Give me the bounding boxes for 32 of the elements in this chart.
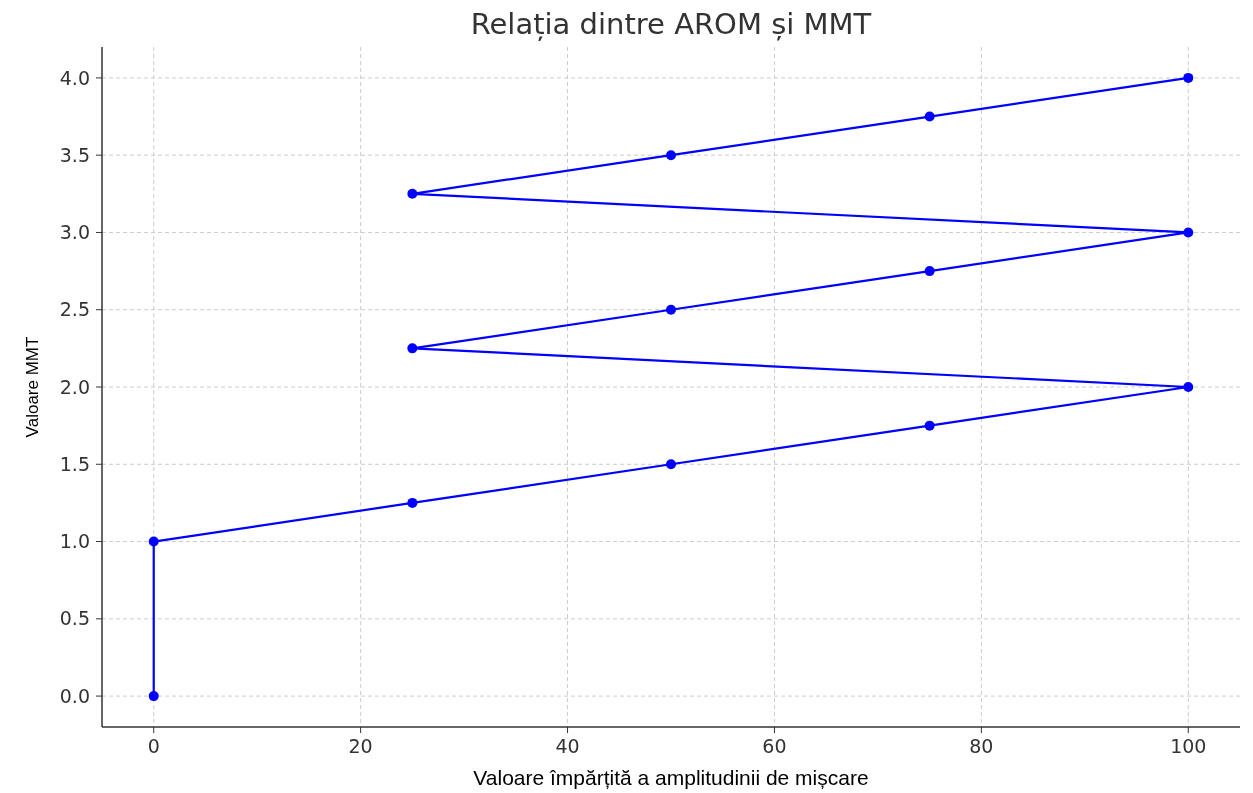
point — [924, 420, 935, 431]
x-tick-label: 20 — [348, 735, 373, 757]
point — [924, 266, 935, 277]
point — [1183, 72, 1194, 83]
x-tick-label: 80 — [969, 735, 994, 757]
y-tick-label: 0.0 — [59, 684, 90, 707]
x-axis-title: Valoare împărțită a amplitudinii de mișcare — [473, 766, 869, 789]
point — [666, 304, 676, 315]
x-tick-label: 0 — [147, 735, 160, 757]
chart-title: Relația dintre AROM și MMT — [470, 7, 872, 41]
x-tick-label: 100 — [1170, 735, 1207, 757]
point — [407, 188, 418, 199]
point — [148, 536, 159, 547]
y-tick-label: 3.0 — [59, 221, 90, 244]
y-tick-label: 2.0 — [59, 375, 90, 398]
y-tick-label: 4.0 — [59, 66, 90, 89]
point — [407, 497, 418, 508]
y-tick-label: 2.5 — [59, 298, 90, 321]
point — [1183, 227, 1194, 238]
y-axis-title: Valoare MMT — [23, 336, 42, 438]
point — [407, 343, 418, 354]
point — [1183, 382, 1194, 392]
point — [666, 150, 676, 161]
y-tick-label: 1.5 — [59, 452, 90, 475]
point — [924, 111, 935, 122]
point — [148, 691, 159, 702]
x-tick-label: 60 — [762, 735, 787, 757]
y-tick-label: 0.5 — [59, 607, 90, 630]
y-tick-label: 1.0 — [59, 530, 90, 553]
point — [666, 459, 676, 470]
x-tick-label: 40 — [555, 735, 580, 757]
y-tick-label: 3.5 — [59, 143, 90, 166]
